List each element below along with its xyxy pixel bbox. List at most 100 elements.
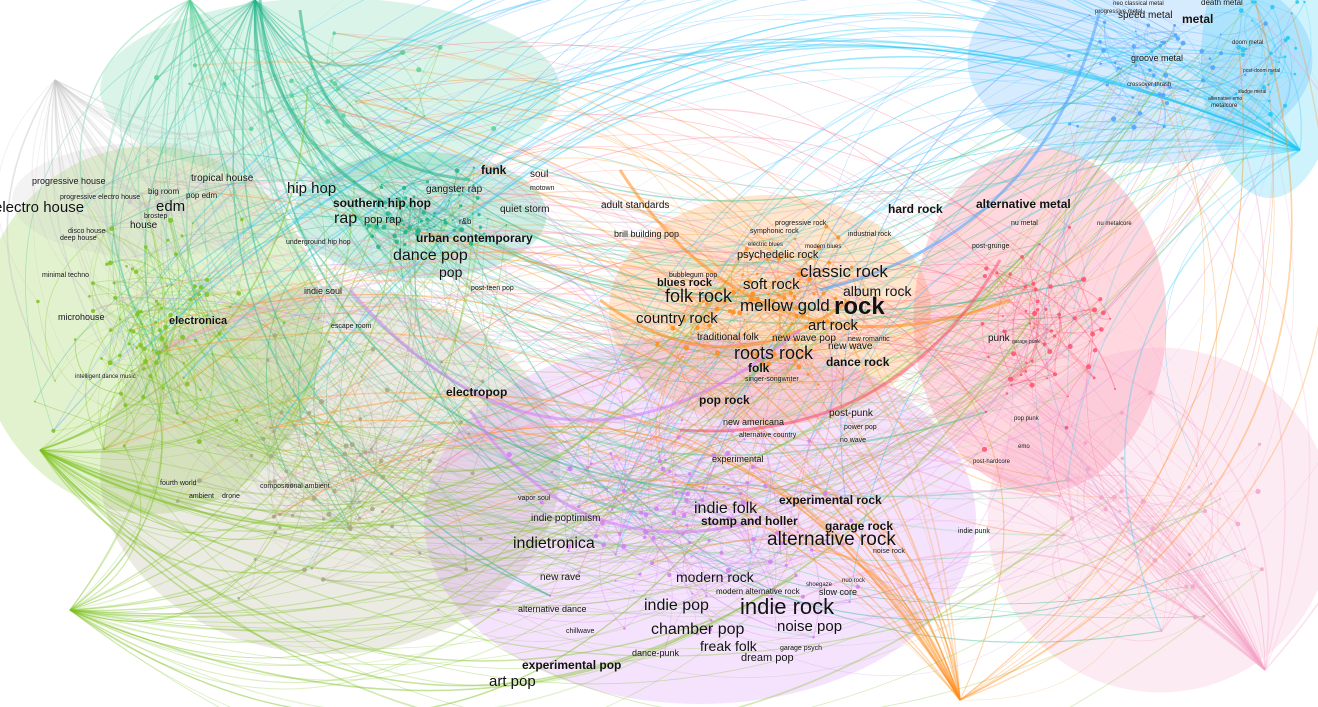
genre-edge [1021, 256, 1039, 372]
genre-edge [724, 274, 806, 305]
genre-edge [291, 88, 339, 112]
genre-edge [1117, 39, 1287, 90]
genre-edge [270, 395, 961, 701]
genre-edge [959, 47, 1244, 701]
genre-edge [34, 215, 402, 402]
genre-node [358, 454, 362, 457]
genre-node [1180, 40, 1186, 46]
genre-node [33, 400, 36, 403]
genre-edge [1244, 37, 1318, 549]
genre-node [722, 286, 727, 290]
genre-node [240, 217, 244, 222]
genre-edge [799, 39, 1286, 307]
genre-edge [195, 308, 961, 701]
genre-edge [1185, 490, 1259, 587]
genre-node [377, 197, 382, 202]
genre-edge [178, 286, 202, 391]
genre-node [1086, 364, 1092, 370]
label-pop-edm: pop edm [186, 191, 217, 200]
community-glow [100, 286, 560, 654]
genre-node [325, 119, 331, 124]
genre-edge [1146, 86, 1166, 127]
genre-edge [438, 186, 480, 215]
genre-node [1192, 614, 1198, 620]
genre-node [367, 461, 370, 464]
genre-edge [39, 42, 1184, 527]
genre-node [810, 548, 814, 552]
genre-edge [1033, 75, 1167, 285]
genre-edge [69, 309, 1038, 632]
genre-node [725, 450, 731, 456]
genre-edge [1067, 474, 1129, 499]
genre-node [1019, 373, 1023, 377]
genre-edge [254, 0, 405, 226]
genre-node [432, 215, 435, 218]
genre-edge [756, 323, 793, 355]
genre-edge [69, 575, 797, 707]
genre-edge [200, 38, 1165, 288]
genre-edge [170, 220, 343, 492]
genre-node [754, 352, 760, 358]
label-progressive-electro-house: progressive electro house [60, 194, 140, 201]
genre-node [639, 510, 644, 515]
genre-edge [337, 0, 1301, 151]
genre-edge [69, 323, 793, 631]
genre-node [114, 222, 118, 226]
genre-edge [376, 228, 758, 338]
genre-edge [254, 0, 1069, 498]
genre-edge [39, 197, 121, 451]
label-brostep: brostep [144, 213, 167, 220]
genre-node [168, 217, 174, 223]
genre-edge [959, 13, 1318, 701]
genre-node [236, 291, 242, 296]
genre-edge [683, 271, 805, 321]
genre-node [746, 573, 749, 576]
genre-node [568, 466, 571, 469]
genre-edge [110, 307, 208, 331]
genre-node [366, 223, 371, 228]
genre-node [367, 92, 370, 95]
genre-edge [421, 440, 467, 570]
genre-edge [92, 230, 1266, 671]
genre-edge [372, 450, 396, 527]
genre-edge [161, 284, 173, 309]
label-post-grunge: post-grunge [972, 243, 1009, 250]
genre-edge [54, 79, 1091, 419]
genre-edge [120, 306, 231, 394]
genre-edge [767, 273, 800, 295]
genre-edge [427, 207, 473, 225]
genre-edge [434, 200, 450, 215]
genre-edge [623, 504, 699, 550]
label-indie-pop: indie pop [644, 597, 709, 614]
genre-edge [199, 360, 273, 482]
label-post-teen-pop: post-teen pop [471, 285, 514, 292]
genre-node [1208, 57, 1212, 61]
genre-node [831, 323, 834, 325]
genre-edge [270, 403, 961, 701]
genre-edge [368, 196, 415, 227]
genre-edge [54, 79, 1027, 480]
genre-edge [603, 94, 1164, 546]
genre-edge [334, 83, 369, 97]
genre-node [151, 348, 155, 352]
genre-edge [229, 99, 351, 508]
genre-node [166, 285, 169, 287]
genre-edge [382, 243, 1041, 546]
label-sludge-metal: sludge metal [1238, 89, 1266, 95]
genre-edge [368, 78, 839, 238]
label-modern-alternative-rock: modern alternative rock [716, 587, 801, 596]
genre-node [672, 480, 676, 483]
genre-edge [1154, 490, 1259, 561]
genre-edge [1121, 491, 1167, 631]
label-country-rock: country rock [636, 310, 718, 327]
genre-edge [334, 490, 352, 528]
genre-edge [254, 0, 795, 366]
genre-edge [1127, 521, 1193, 587]
genre-edge [1046, 377, 1071, 428]
genre-node [643, 535, 647, 540]
genre-edge [343, 115, 782, 554]
genre-edge [152, 349, 198, 410]
genre-edge [440, 220, 683, 494]
genre-node [590, 462, 593, 466]
genre-edge [45, 235, 97, 382]
